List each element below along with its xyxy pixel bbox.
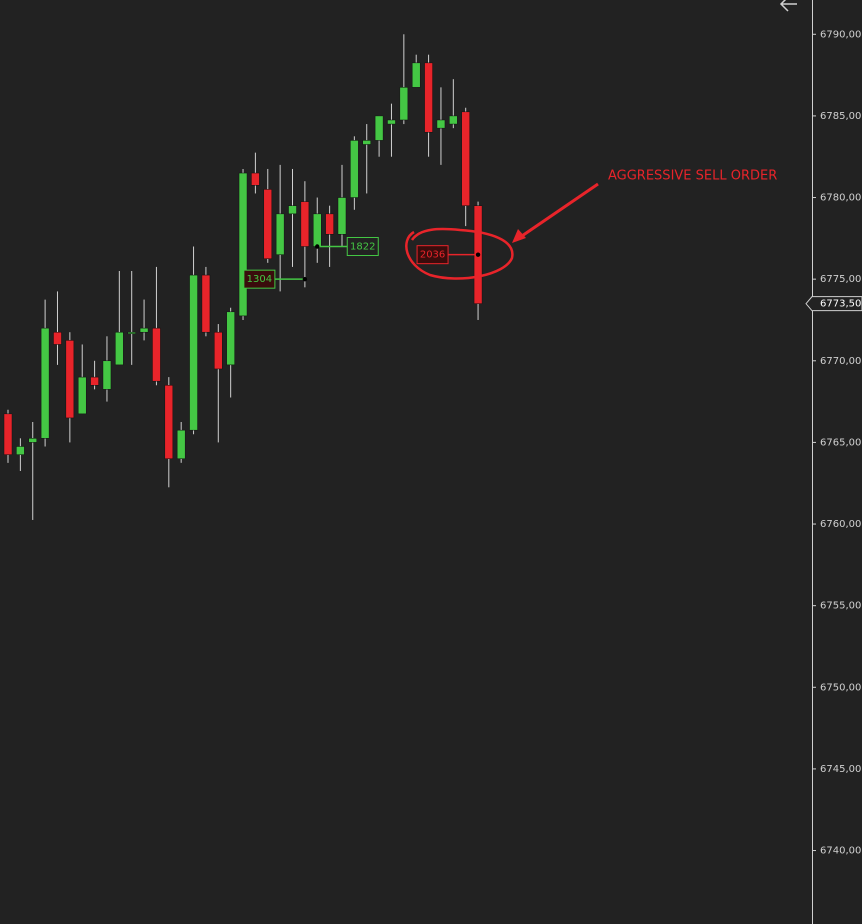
volume-label: 2036 <box>420 250 445 261</box>
volume-label: 1304 <box>247 274 272 285</box>
candle-body <box>189 274 198 431</box>
candle-body <box>374 115 384 141</box>
volume-box <box>243 269 276 289</box>
y-tick-label: 6740,00 <box>820 846 861 857</box>
candle-body <box>40 327 50 439</box>
candles <box>3 34 483 520</box>
y-tick-label: 6770,00 <box>820 356 861 367</box>
candle-body <box>362 140 371 145</box>
candle-body <box>127 331 136 334</box>
candle-body <box>251 172 260 186</box>
y-tick-label: 6765,00 <box>820 437 861 448</box>
candle-body <box>115 331 124 366</box>
candle-body <box>16 446 25 455</box>
y-tick-label: 6745,00 <box>820 764 861 775</box>
candle-body <box>226 311 235 366</box>
volume-box <box>416 245 449 265</box>
candle-body <box>325 213 334 235</box>
candle-body <box>3 413 13 455</box>
candle-body <box>164 385 174 459</box>
candle-body <box>90 376 99 386</box>
candle-body <box>387 119 396 125</box>
back-arrow-icon[interactable] <box>779 0 797 12</box>
candle-body <box>275 213 285 255</box>
y-tick-label: 6760,00 <box>820 519 861 530</box>
volume-dot <box>475 252 481 257</box>
candle-body <box>449 115 458 125</box>
volume-dot <box>315 244 320 249</box>
candle-body <box>28 438 37 443</box>
y-tick-label: 6785,00 <box>820 111 861 122</box>
candle-body <box>152 327 161 382</box>
candle-body <box>263 189 273 260</box>
candle-body <box>214 331 223 370</box>
candle-body <box>238 172 248 317</box>
y-tick-label: 6790,00 <box>820 29 861 40</box>
candle-body <box>53 331 62 345</box>
candle-body <box>436 119 446 129</box>
candle-body <box>337 197 347 235</box>
candle-body <box>300 201 310 247</box>
annotation-arrow <box>515 182 599 242</box>
candle-body <box>399 87 409 121</box>
candle-body <box>461 111 470 206</box>
annotation-arrowhead <box>512 229 526 243</box>
last-price-tag <box>805 296 862 312</box>
highlight-ellipse <box>405 227 514 280</box>
volume-dot <box>302 276 308 282</box>
candle-body <box>424 62 433 133</box>
candle-body <box>65 340 75 419</box>
candle-body <box>288 205 297 215</box>
annotation-text: AGGRESSIVE SELL ORDER <box>608 169 777 184</box>
candle-body <box>176 429 186 459</box>
candle-body <box>139 327 149 333</box>
candle-body <box>350 140 359 198</box>
candle-body <box>313 213 322 247</box>
y-tick-label: 6775,00 <box>820 274 861 285</box>
volume-label: 1822 <box>350 242 375 253</box>
candle-body <box>201 274 211 333</box>
volume-box <box>346 237 379 257</box>
last-price-label: 6773,50 <box>820 299 861 310</box>
candle-body <box>411 62 421 88</box>
candle-body <box>77 376 87 415</box>
y-tick-label: 6755,00 <box>820 601 861 612</box>
y-tick-label: 6780,00 <box>820 193 861 204</box>
candle-body <box>102 360 112 390</box>
y-tick-label: 6750,00 <box>820 682 861 693</box>
